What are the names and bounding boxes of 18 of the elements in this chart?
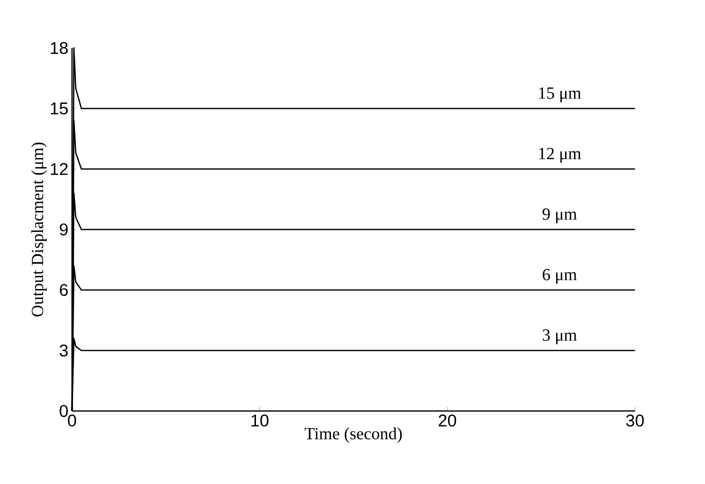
y-tick-label: 9	[60, 223, 68, 236]
x-tick-label: 30	[626, 414, 644, 427]
y-tick-label: 6	[60, 284, 68, 296]
x-tick-label: 10	[252, 414, 268, 427]
y-tick-label: 3	[60, 344, 68, 357]
y-axis-title: Output Displacment (μm)	[31, 142, 47, 316]
y-tick-label: 15	[50, 102, 68, 114]
y-tick-label: 18	[50, 42, 68, 54]
series-label: 3 μm	[542, 329, 577, 344]
y-tick-label: 0	[60, 404, 68, 418]
series-label: 15 μm	[539, 87, 582, 102]
series-label: 6 μm	[542, 268, 577, 284]
y-tick-label: 12	[50, 163, 68, 175]
series-label: 12 μm	[539, 148, 582, 163]
x-tick-label: 0	[68, 414, 76, 427]
series-label: 9 μm	[542, 208, 577, 224]
x-tick-label: 20	[438, 414, 456, 427]
x-axis-title: Time (second)	[304, 427, 402, 443]
